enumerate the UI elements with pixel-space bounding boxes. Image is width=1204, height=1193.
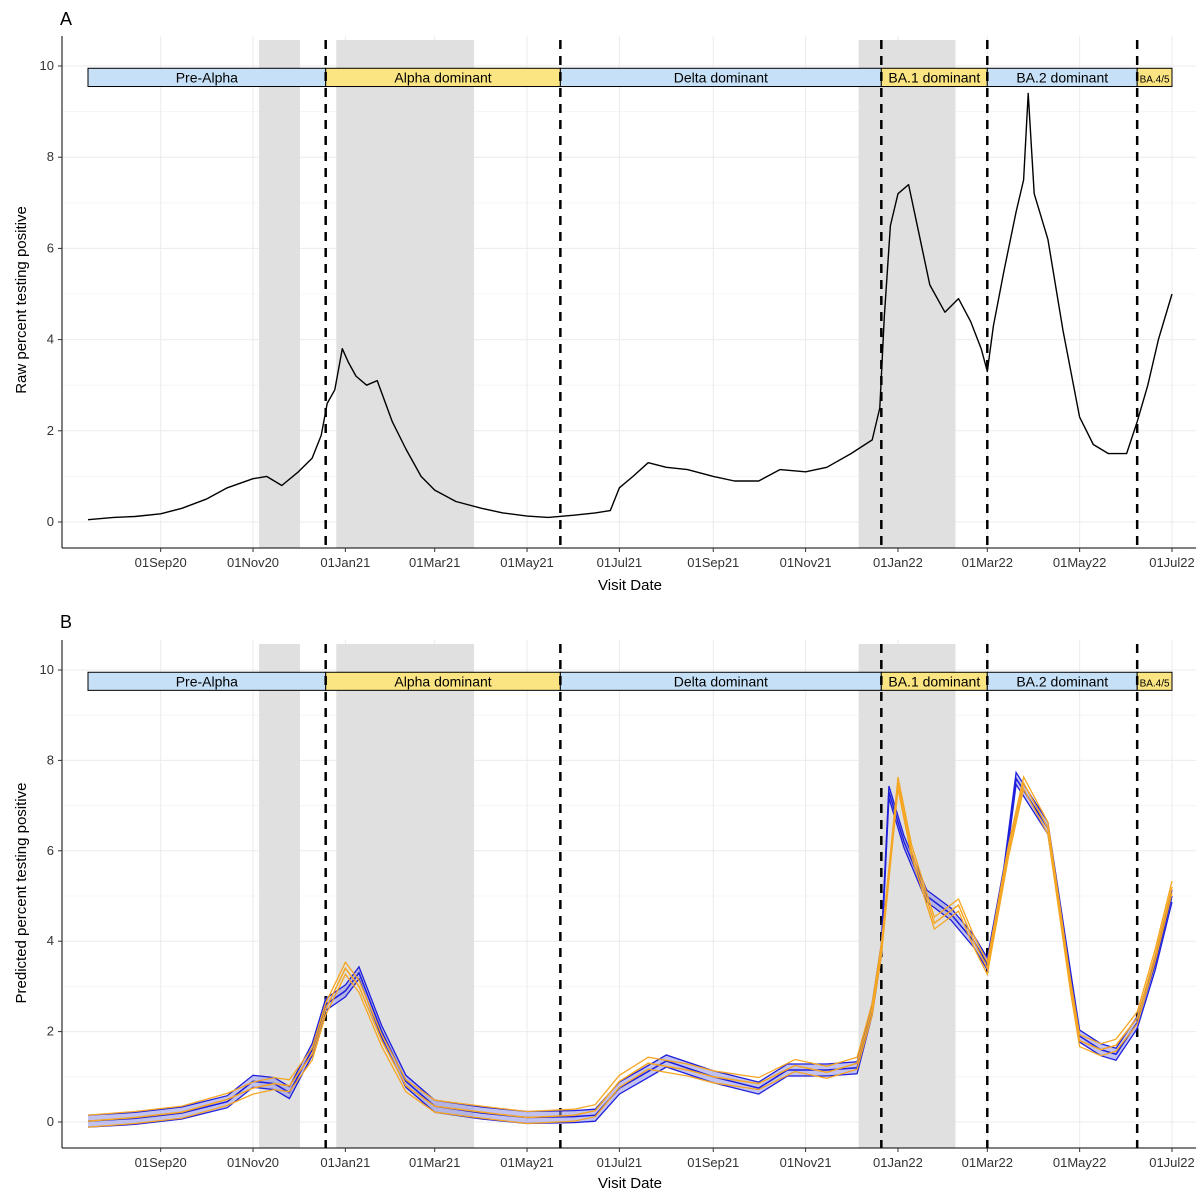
variant-label-a: BA.4/5: [1140, 74, 1170, 85]
series-line-blue-upper: [87, 770, 1173, 1116]
series-line-orange-lower: [87, 787, 1173, 1128]
y-tick-label-b: 4: [47, 933, 54, 948]
series-line-orange: [87, 780, 1173, 1122]
y-tick-label-a: 10: [40, 58, 54, 73]
panel-letter-b: B: [60, 612, 72, 632]
x-tick-label-a: 01May22: [1053, 555, 1106, 570]
variant-label-b: Delta dominant: [674, 673, 768, 689]
x-tick-label-a: 01Jan22: [873, 555, 923, 570]
y-tick-label-b: 0: [47, 1114, 54, 1129]
x-tick-label-a: 01Nov20: [227, 555, 279, 570]
y-tick-label-a: 4: [47, 332, 54, 347]
variant-label-a: Pre-Alpha: [176, 69, 238, 85]
variant-label-b: Pre-Alpha: [176, 673, 238, 689]
shaded-period-a: [259, 40, 300, 548]
x-axis-title-b: Visit Date: [598, 1175, 662, 1192]
y-tick-label-b: 6: [47, 843, 54, 858]
variant-label-a: Alpha dominant: [394, 69, 491, 85]
variant-label-b: BA.4/5: [1140, 678, 1170, 689]
x-tick-label-a: 01Sep20: [135, 555, 187, 570]
y-axis-title-b: Predicted percent testing positive: [13, 783, 30, 1004]
x-tick-label-b: 01Mar21: [409, 1155, 460, 1170]
x-tick-label-a: 01Jul21: [597, 555, 643, 570]
shaded-period-a: [336, 40, 475, 548]
y-tick-label-b: 8: [47, 752, 54, 767]
variant-label-a: Delta dominant: [674, 69, 768, 85]
y-tick-label-b: 10: [40, 662, 54, 677]
y-tick-label-a: 6: [47, 240, 54, 255]
series-line-raw: [87, 92, 1173, 521]
x-tick-label-a: 01May21: [500, 555, 553, 570]
x-tick-label-a: 01Nov21: [780, 555, 832, 570]
y-tick-label-b: 2: [47, 1024, 54, 1039]
variant-label-b: BA.1 dominant: [888, 673, 980, 689]
plot-area-a: Pre-Alpha Alpha dominant Delta dominant BA.…: [40, 36, 1196, 570]
x-tick-label-a: 01Mar22: [962, 555, 1013, 570]
y-tick-label-a: 0: [47, 514, 54, 529]
series-line-blue: [87, 776, 1173, 1122]
x-tick-label-b: 01Jul22: [1149, 1155, 1195, 1170]
x-tick-label-a: 01Jan21: [320, 555, 370, 570]
x-tick-label-b: 01May21: [500, 1155, 553, 1170]
x-axis-title-a: Visit Date: [598, 577, 662, 594]
shaded-period-b: [336, 644, 475, 1148]
plot-area-b: Pre-Alpha Alpha dominant Delta dominant BA.…: [40, 640, 1196, 1170]
x-tick-label-b: 01Sep21: [687, 1155, 739, 1170]
x-tick-label-b: 01Nov21: [780, 1155, 832, 1170]
panel-a: Pre-Alpha Alpha dominant Delta dominant BA.…: [13, 9, 1196, 594]
variant-label-a: BA.2 dominant: [1016, 69, 1108, 85]
shaded-period-b: [259, 644, 300, 1148]
x-tick-label-b: 01Nov20: [227, 1155, 279, 1170]
x-tick-label-a: 01Jul22: [1149, 555, 1195, 570]
x-tick-label-b: 01Jul21: [597, 1155, 643, 1170]
y-axis-title-a: Raw percent testing positive: [13, 206, 30, 394]
x-tick-label-b: 01May22: [1053, 1155, 1106, 1170]
panel-letter-a: A: [60, 9, 72, 29]
x-tick-label-b: 01Jan21: [320, 1155, 370, 1170]
x-tick-label-b: 01Jan22: [873, 1155, 923, 1170]
shaded-period-b: [858, 644, 956, 1148]
series-line-orange-upper: [87, 775, 1173, 1116]
variant-label-b: Alpha dominant: [394, 673, 491, 689]
variant-label-a: BA.1 dominant: [888, 69, 980, 85]
y-tick-label-a: 8: [47, 149, 54, 164]
variant-label-b: BA.2 dominant: [1016, 673, 1108, 689]
panel-b: Pre-Alpha Alpha dominant Delta dominant BA.…: [13, 612, 1196, 1192]
x-tick-label-a: 01Mar21: [409, 555, 460, 570]
y-tick-label-a: 2: [47, 423, 54, 438]
shaded-period-a: [858, 40, 956, 548]
x-tick-label-b: 01Sep20: [135, 1155, 187, 1170]
x-tick-label-a: 01Sep21: [687, 555, 739, 570]
x-tick-label-b: 01Mar22: [962, 1155, 1013, 1170]
